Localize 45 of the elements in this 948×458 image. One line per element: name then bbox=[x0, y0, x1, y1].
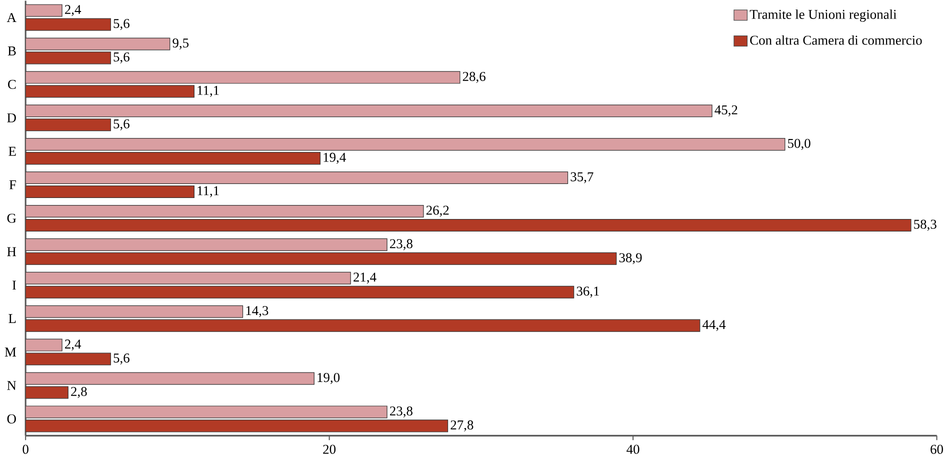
y-tick-label: N bbox=[7, 380, 16, 390]
data-label: 27,8 bbox=[450, 420, 474, 432]
y-tick-label: I bbox=[12, 280, 16, 290]
data-label: 38,9 bbox=[619, 252, 642, 264]
data-label: 2,8 bbox=[71, 386, 87, 398]
y-tick-label: H bbox=[7, 247, 16, 256]
y-tick-label: G bbox=[7, 214, 16, 223]
y-tick-label: D bbox=[7, 113, 16, 122]
legend-label: Tramite le Unioni regionali bbox=[750, 9, 897, 22]
y-tick-label: E bbox=[8, 146, 16, 156]
data-label: 2,4 bbox=[64, 339, 82, 350]
data-label: 45,2 bbox=[714, 105, 738, 116]
data-label: 36,1 bbox=[576, 286, 599, 298]
data-label: 19,4 bbox=[324, 152, 346, 164]
y-tick-label: F bbox=[9, 180, 16, 190]
x-tick-label: 0 bbox=[22, 444, 28, 454]
y-tick-label: O bbox=[7, 414, 16, 424]
data-label: 9,5 bbox=[172, 38, 189, 50]
data-label: 35,7 bbox=[570, 172, 594, 184]
legend-label: Con altra Camera di commercio bbox=[750, 35, 922, 45]
data-label: 28,6 bbox=[462, 72, 486, 83]
data-label: 19,0 bbox=[318, 372, 340, 384]
data-label: 5,6 bbox=[114, 119, 130, 130]
y-tick-label: C bbox=[8, 80, 16, 89]
x-tick-label: 40 bbox=[626, 444, 640, 454]
data-label: 11,1 bbox=[198, 86, 219, 97]
x-tick-label: 20 bbox=[323, 444, 336, 454]
data-label: 5,6 bbox=[114, 52, 130, 64]
data-label: 26,2 bbox=[426, 206, 449, 217]
x-tick-label: 60 bbox=[930, 444, 943, 454]
data-label: 23,8 bbox=[390, 406, 412, 418]
y-tick-label: M bbox=[4, 347, 16, 356]
y-tick-label: B bbox=[8, 46, 16, 56]
y-tick-label: A bbox=[6, 12, 16, 22]
data-label: 21,4 bbox=[354, 272, 376, 284]
data-label: 5,6 bbox=[114, 18, 130, 30]
data-label: 23,8 bbox=[390, 239, 412, 250]
data-label: 44,4 bbox=[702, 320, 726, 331]
data-label: 50,0 bbox=[788, 138, 810, 150]
data-label: 2,4 bbox=[64, 4, 82, 16]
y-tick-label: L bbox=[8, 314, 16, 323]
data-label: 14,3 bbox=[246, 306, 268, 317]
data-label: 58,3 bbox=[914, 220, 936, 231]
data-label: 11,1 bbox=[198, 186, 219, 198]
data-label: 5,6 bbox=[114, 353, 130, 364]
